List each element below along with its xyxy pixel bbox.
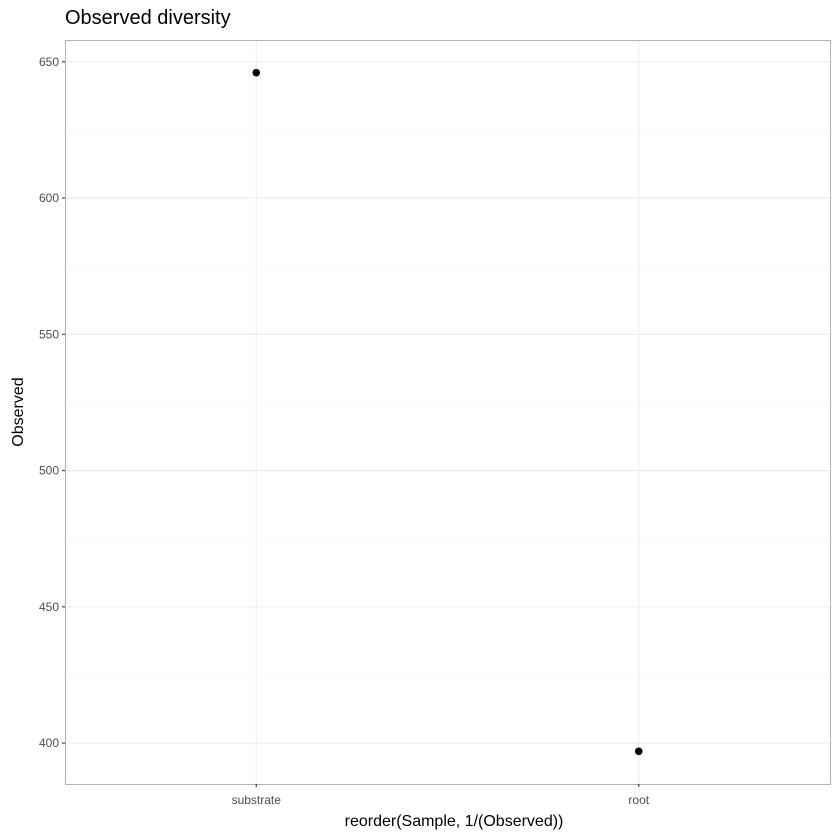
y-tick-label: 550 <box>39 327 59 341</box>
y-tick-label: 400 <box>39 736 59 750</box>
y-tick-label: 600 <box>39 191 59 205</box>
x-axis-title: reorder(Sample, 1/(Observed)) <box>345 813 564 830</box>
data-point-substrate <box>252 68 261 77</box>
grid-lines <box>65 40 830 784</box>
x-axis: substrate root <box>232 784 650 807</box>
data-point-root <box>634 747 643 756</box>
x-tick-label: substrate <box>232 793 282 807</box>
data-points <box>252 68 643 756</box>
chart-title: Observed diversity <box>65 7 231 29</box>
x-tick-label: root <box>628 793 649 807</box>
y-tick-label: 450 <box>39 600 59 614</box>
y-axis-title: Observed <box>10 377 27 446</box>
y-axis: 400 450 500 550 600 650 <box>39 55 65 750</box>
y-tick-label: 650 <box>39 55 59 69</box>
y-tick-label: 500 <box>39 464 59 478</box>
plot-panel-border <box>64 39 832 786</box>
